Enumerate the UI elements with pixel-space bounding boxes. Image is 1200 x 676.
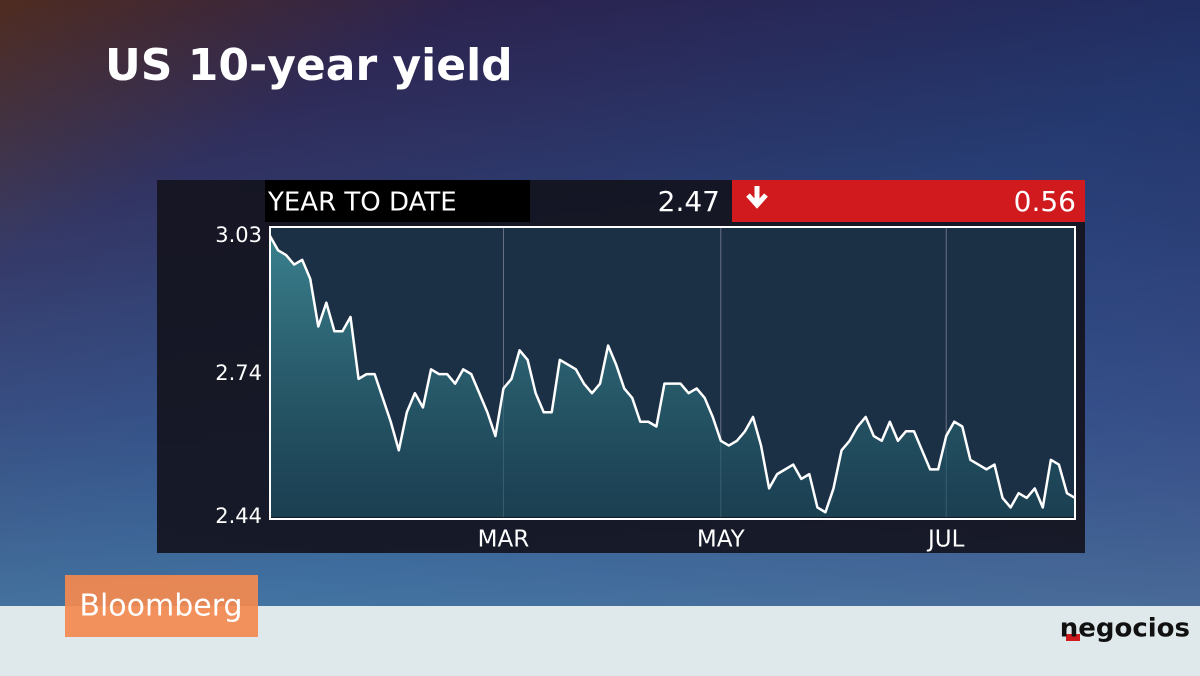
header-last: 2.47 <box>658 185 720 218</box>
brand-box <box>65 575 258 637</box>
area-fill <box>270 236 1075 517</box>
header-label: YEAR TO DATE <box>267 188 457 218</box>
plot-frame <box>269 226 1076 520</box>
header-change-box <box>732 180 1085 222</box>
x-tick-label: MAY <box>697 527 746 553</box>
site-accent <box>1066 634 1080 641</box>
x-tick-label: JUL <box>926 527 965 553</box>
series-line <box>268 235 1076 514</box>
y-tick-label: 3.03 <box>215 223 262 247</box>
plot <box>268 227 1076 517</box>
down-arrow <box>746 186 768 209</box>
y-tick-label: 2.44 <box>215 504 262 528</box>
header-change: 0.56 <box>1014 185 1076 218</box>
site-logo: negocios <box>1060 614 1190 644</box>
x-tick-label: MAR <box>478 527 530 553</box>
y-tick-label: 2.74 <box>215 361 262 385</box>
chart-title: US 10-year yield <box>105 40 513 91</box>
brand: Bloomberg <box>79 589 242 624</box>
header-label-box <box>265 180 530 222</box>
